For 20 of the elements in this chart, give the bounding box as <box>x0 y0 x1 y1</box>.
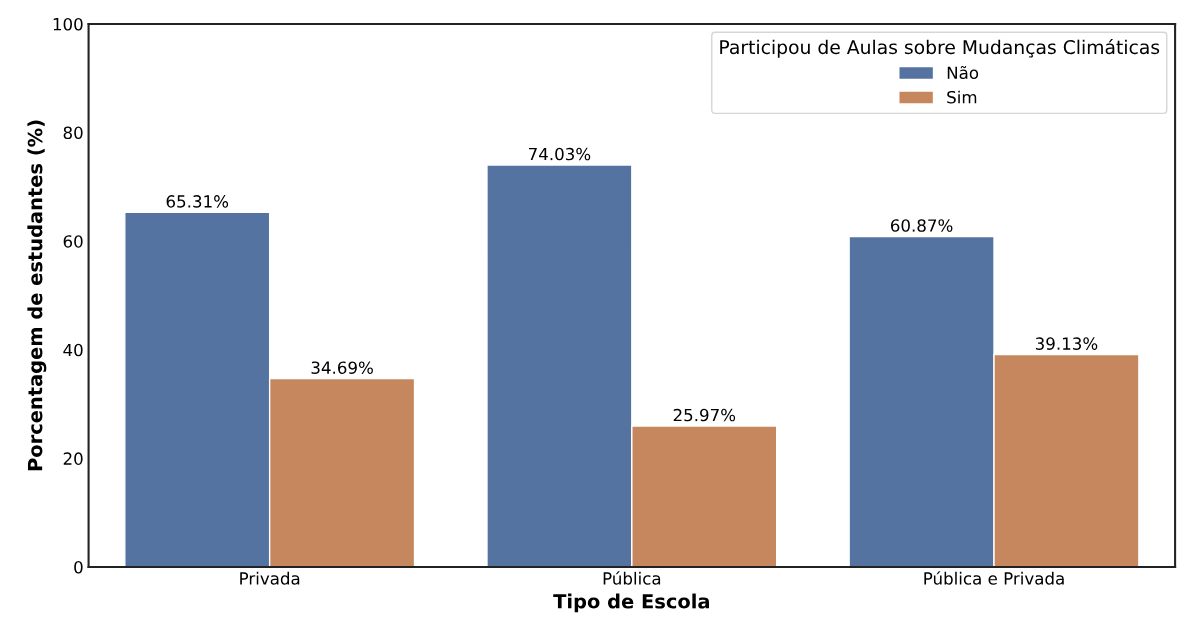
data-label: 60.87% <box>890 219 953 232</box>
data-label: 65.31% <box>166 195 229 208</box>
legend-title: Participou de Aulas sobre Mudanças Climáticas <box>720 38 1160 58</box>
y-tick-label: 0 <box>74 560 83 574</box>
data-label: 25.97% <box>673 408 736 422</box>
data-label: 39.13% <box>1035 337 1098 350</box>
x-tick-label: Pública <box>603 571 661 585</box>
x-tick-label: Privada <box>240 571 300 585</box>
y-tick-label: 60 <box>63 235 83 248</box>
y-tick-label: 20 <box>63 452 83 465</box>
legend-label: Sim <box>947 90 977 104</box>
x-axis-title: Tipo de Escola <box>553 593 709 613</box>
y-axis-title: Porcentagem de estudantes (%) <box>27 120 47 471</box>
y-tick-label: 40 <box>63 343 83 357</box>
y-tick-label: 100 <box>53 17 83 31</box>
x-tick-label: Pública e Privada <box>924 571 1064 585</box>
data-label: 34.69% <box>311 361 373 374</box>
y-tick-label: 80 <box>63 126 83 140</box>
data-label: 74.03% <box>528 147 591 161</box>
legend-label: Não <box>947 65 979 80</box>
